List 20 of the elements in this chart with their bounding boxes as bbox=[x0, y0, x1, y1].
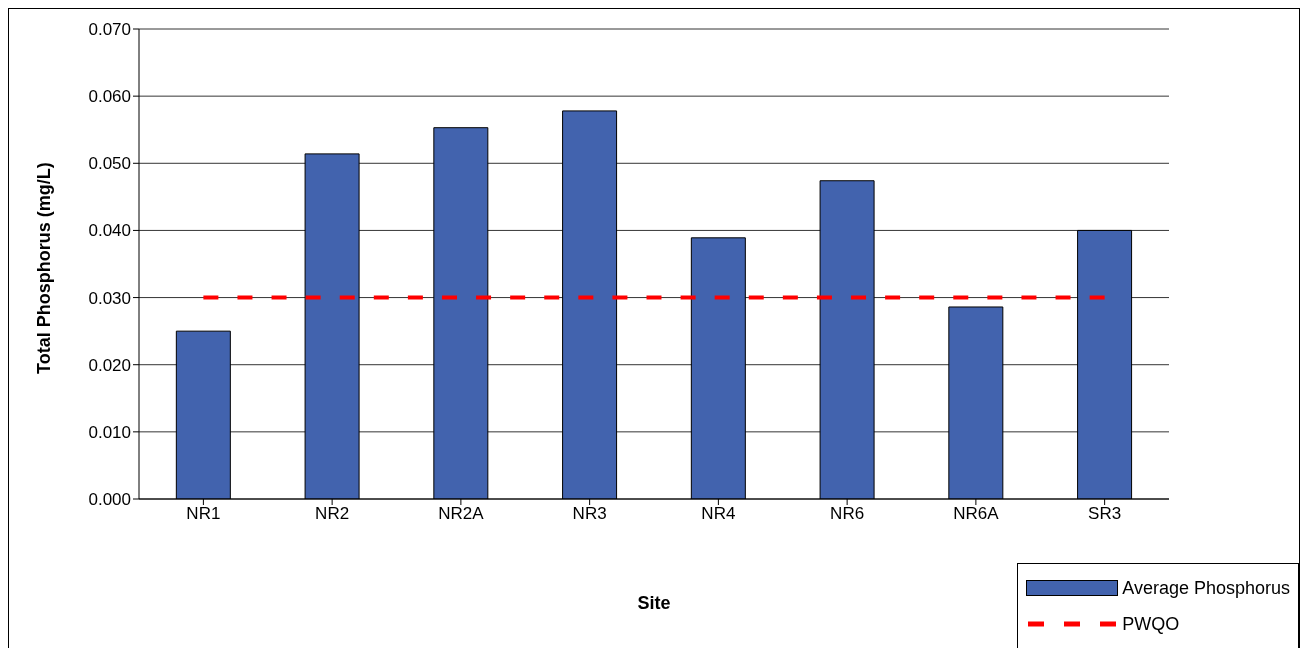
y-tick-label: 0.050 bbox=[88, 154, 131, 174]
x-tick-label: NR6A bbox=[953, 504, 1000, 524]
x-tick-label: NR3 bbox=[572, 504, 607, 524]
legend-label: PWQO bbox=[1122, 613, 1180, 635]
y-tick-label: 0.030 bbox=[88, 288, 131, 308]
x-tick-label: NR4 bbox=[701, 504, 736, 524]
y-tick-label: 0.010 bbox=[88, 422, 131, 442]
x-tick-label: NR2A bbox=[438, 504, 485, 524]
y-tick-label: 0.020 bbox=[88, 355, 131, 375]
y-tick-label: 0.040 bbox=[88, 221, 131, 241]
y-axis-title: Total Phosphorus (mg/L) bbox=[34, 162, 55, 374]
y-tick-label: 0.000 bbox=[88, 490, 131, 510]
y-tick-label: 0.070 bbox=[88, 20, 131, 40]
x-tick-label: SR3 bbox=[1088, 504, 1122, 524]
y-tick-label: 0.060 bbox=[88, 87, 131, 107]
x-axis-title: Site bbox=[637, 593, 671, 613]
x-tick-label: NR6 bbox=[830, 504, 865, 524]
text: Average Phosphorus bbox=[1122, 577, 1290, 599]
x-tick-label: NR1 bbox=[186, 504, 221, 524]
x-tick-label: NR2 bbox=[315, 504, 350, 524]
